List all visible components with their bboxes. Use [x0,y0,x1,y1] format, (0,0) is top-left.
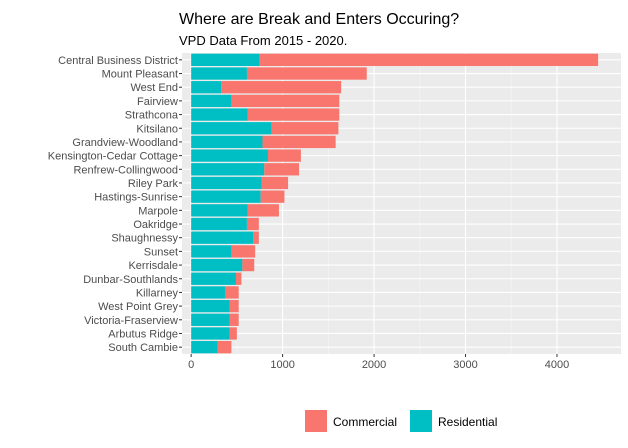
bar-commercial [229,313,239,326]
bar-commercial [229,327,237,340]
bar-commercial [217,341,232,354]
category-label: West Point Grey [98,301,178,313]
bar-residential [191,67,247,80]
bar-residential [191,190,261,203]
bar-residential [191,122,272,135]
category-label: Strathcona [125,110,179,122]
bar-residential [191,313,230,326]
bar-commercial [231,245,256,258]
category-label: Hastings-Sunrise [94,192,178,204]
bar-residential [191,258,243,272]
category-label: Sunset [144,246,178,258]
chart-subtitle: VPD Data From 2015 - 2020. [179,33,347,48]
category-label: Killarney [136,287,179,299]
bar-residential [191,217,247,231]
category-label: Kensington-Cedar Cottage [48,151,178,163]
bar-commercial [260,190,285,203]
bar-commercial [235,272,242,285]
category-label: Dunbar-Southlands [83,274,178,286]
bar-residential [191,94,232,108]
category-label: Marpole [138,205,178,217]
category-label: West End [131,82,179,94]
x-tick-labels: 0 1000 2000 3000 4000 [188,354,569,371]
legend: Commercial Residential [305,410,497,432]
legend-label-commercial: Commercial [333,415,397,429]
bar-commercial [246,67,367,80]
bar-residential [191,149,268,162]
bar-residential [191,231,254,244]
bar-residential [191,341,218,354]
bar-commercial [253,231,259,244]
bar-commercial [246,217,259,231]
bars [191,53,599,354]
chart-title: Where are Break and Enters Occuring? [179,11,459,28]
bar-commercial [231,94,340,108]
bar-commercial [267,149,301,162]
category-label: Shaughnessy [111,233,178,245]
legend-swatch-residential [410,410,432,432]
bar-residential [191,272,236,285]
bar-residential [191,204,248,217]
category-label: Mount Pleasant [102,69,178,81]
category-label: Grandview-Woodland [72,137,178,149]
bar-residential [191,245,232,258]
legend-swatch-commercial [305,410,327,432]
category-label: Victoria-Fraserview [84,315,178,327]
bar-commercial [271,122,339,135]
category-label: Arbutus Ridge [108,328,178,340]
bar-residential [191,176,262,190]
category-label: Fairview [137,96,178,108]
category-label: Renfrew-Collingwood [73,164,178,176]
category-label: South Cambie [108,342,178,354]
bar-residential [191,53,260,66]
bar-residential [191,299,230,313]
bar-commercial [247,204,279,217]
bar-commercial [221,81,342,94]
bar-commercial [264,163,300,176]
category-label: Oakridge [133,219,178,231]
bar-commercial [261,176,289,190]
x-tick-label: 4000 [545,359,569,371]
bar-commercial [259,53,599,66]
category-label: Central Business District [58,55,178,67]
x-tick-label: 1000 [270,359,294,371]
bar-residential [191,163,265,176]
bar-residential [191,286,225,299]
x-tick-label: 2000 [362,359,386,371]
category-label: Riley Park [128,178,179,190]
bar-commercial [229,299,239,313]
bar-commercial [262,135,336,149]
bar-residential [191,327,230,340]
bar-commercial [242,258,255,272]
category-label: Kerrisdale [128,260,178,272]
bar-residential [191,81,222,94]
bar-residential [191,108,248,121]
x-tick-label: 0 [188,359,194,371]
bar-residential [191,135,263,149]
x-tick-label: 3000 [453,359,477,371]
category-label: Kitsilano [136,123,178,135]
legend-label-residential: Residential [438,415,497,429]
bar-commercial [224,286,239,299]
bar-commercial [247,108,340,121]
